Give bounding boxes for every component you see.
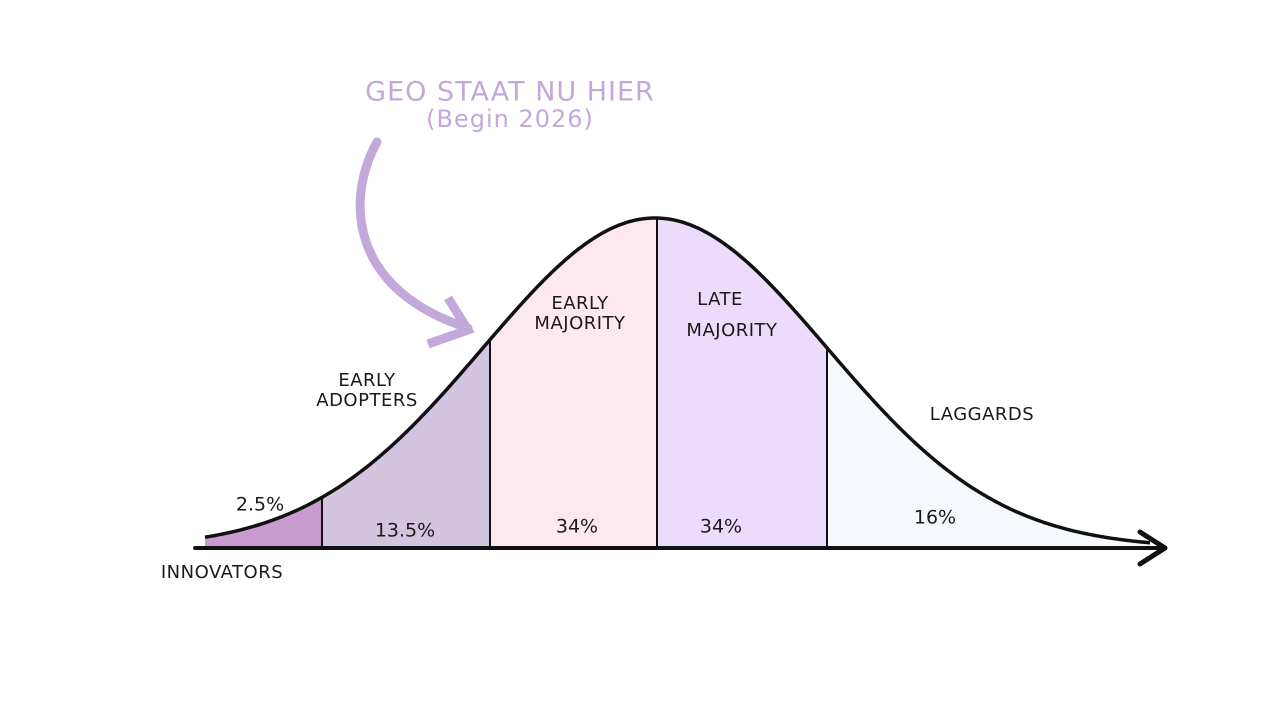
segment-label: LATE bbox=[697, 289, 743, 310]
segment-dividers bbox=[321, 218, 828, 548]
segment-label: LAGGARDS bbox=[930, 404, 1034, 425]
segment-fill bbox=[205, 497, 322, 548]
segment-percent: 13.5% bbox=[375, 520, 435, 542]
annotation-line: GEO STAAT NU HIER bbox=[365, 77, 655, 108]
segment-label: EARLY bbox=[338, 370, 396, 391]
segment-fill bbox=[322, 339, 490, 548]
bell-curve bbox=[204, 216, 1151, 545]
segment-percent: 34% bbox=[556, 516, 598, 538]
segment-percent: 34% bbox=[700, 516, 742, 538]
segment-fill bbox=[827, 347, 1150, 548]
annotation-arrowhead bbox=[426, 295, 475, 349]
annotation-arrow bbox=[355, 137, 473, 333]
segment-percent: 2.5% bbox=[236, 494, 284, 516]
annotation-line: (Begin 2026) bbox=[426, 105, 594, 133]
segment-fill bbox=[490, 218, 657, 548]
segment-label: ADOPTERS bbox=[316, 390, 418, 411]
segment-label: MAJORITY bbox=[534, 313, 626, 334]
axis-arrowhead bbox=[1137, 529, 1168, 567]
segment-label: INNOVATORS bbox=[161, 562, 283, 583]
segment-percent: 16% bbox=[914, 507, 956, 529]
segment-label: MAJORITY bbox=[686, 320, 778, 341]
segment-fill bbox=[657, 218, 827, 548]
segment-label: EARLY bbox=[551, 293, 609, 314]
